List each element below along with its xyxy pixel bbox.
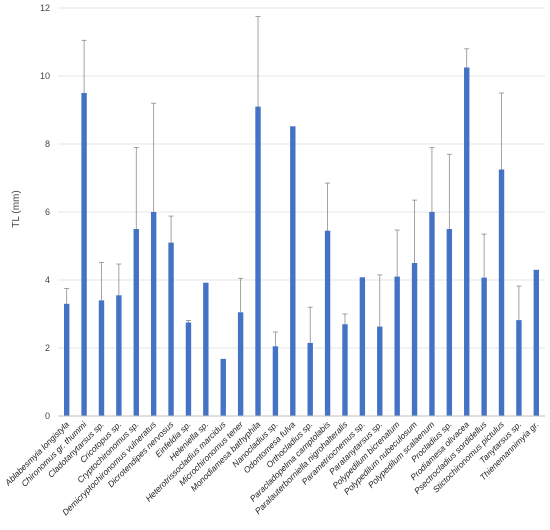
bar (429, 212, 435, 416)
y-tick-label: 4 (45, 275, 50, 285)
error-bar (325, 182, 331, 231)
bar (498, 169, 505, 416)
bar (290, 126, 296, 416)
bar (98, 300, 105, 416)
error-bar (168, 215, 174, 243)
bar (150, 212, 157, 416)
bar (81, 93, 87, 416)
y-tick-label: 8 (45, 139, 50, 149)
y-tick-label: 0 (45, 411, 50, 421)
error-bar (116, 263, 122, 296)
error-bar (516, 285, 522, 321)
bar (272, 346, 279, 416)
error-bar (377, 274, 383, 327)
bar (64, 303, 70, 416)
bar (203, 282, 209, 416)
bar (307, 342, 313, 416)
error-bar (499, 92, 505, 170)
error-bar (429, 146, 435, 212)
bar (377, 326, 383, 416)
error-bar (307, 306, 313, 343)
bar (237, 312, 244, 416)
y-tick-label: 10 (40, 71, 50, 81)
error-bar (185, 320, 191, 323)
gridlines (58, 7, 545, 349)
bar (133, 229, 139, 416)
error-bars (64, 16, 522, 347)
bar (220, 358, 226, 416)
bar (464, 67, 470, 416)
bar (394, 276, 400, 416)
bar (185, 322, 192, 416)
error-bar (81, 39, 87, 93)
bar (446, 229, 453, 416)
error-bar (238, 277, 244, 313)
bar (359, 277, 366, 416)
bar (533, 269, 539, 416)
bar (255, 106, 261, 416)
y-axis-ticks: 0 2 4 6 8 10 12 (40, 3, 50, 421)
bar (411, 263, 418, 416)
bar (342, 324, 348, 416)
y-tick-label: 2 (45, 343, 50, 353)
bar (116, 295, 122, 416)
error-bar (394, 229, 400, 277)
bar (516, 320, 522, 416)
error-bar (133, 146, 139, 229)
error-bar (272, 331, 278, 347)
error-bar (481, 233, 487, 278)
error-bar (98, 261, 104, 301)
error-bar (464, 48, 470, 68)
error-bar (151, 102, 157, 212)
error-bar (255, 16, 261, 107)
bar (481, 277, 487, 416)
bar (324, 230, 331, 416)
y-axis-title: TL (mm) (11, 190, 22, 227)
bars (64, 67, 539, 416)
error-bar (342, 313, 348, 325)
error-bar (446, 153, 452, 229)
error-bar (64, 288, 70, 304)
y-tick-label: 12 (40, 3, 50, 13)
bar (168, 242, 174, 416)
y-tick-label: 6 (45, 207, 50, 217)
error-bar (412, 199, 418, 263)
